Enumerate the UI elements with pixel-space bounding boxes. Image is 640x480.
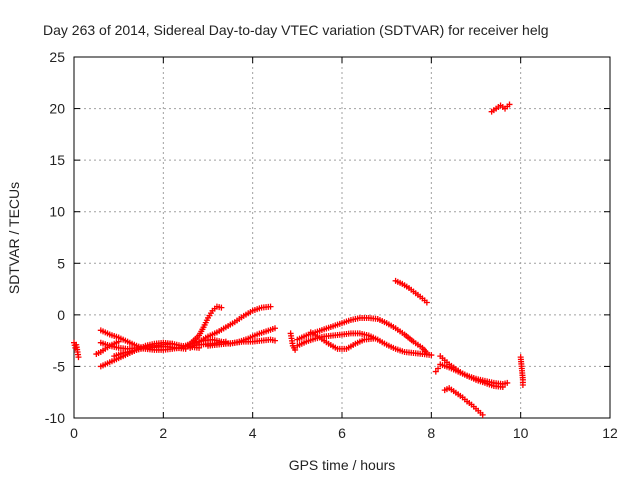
x-tick-label: 0 — [70, 425, 78, 441]
x-tick-label: 4 — [249, 425, 257, 441]
data-point — [519, 381, 526, 388]
x-tick-labels: 0 2 4 6 8 10 12 — [70, 425, 618, 441]
y-axis-label: SDTVAR / TECUs — [6, 182, 22, 294]
x-tick-label: 6 — [338, 425, 346, 441]
series-s20 — [488, 101, 513, 115]
series-s21 — [517, 354, 526, 388]
data-point — [272, 337, 278, 344]
data-point — [506, 101, 513, 108]
y-tick-label: 0 — [57, 307, 65, 323]
series-s18 — [432, 365, 442, 375]
y-tick-label: 10 — [49, 204, 65, 220]
grid — [74, 57, 610, 418]
data-point — [428, 352, 435, 359]
series-s19 — [441, 385, 486, 418]
x-tick-label: 12 — [602, 425, 618, 441]
series-s13 — [294, 330, 435, 359]
y-tick-label: 15 — [49, 152, 65, 168]
x-tick-label: 8 — [427, 425, 435, 441]
series-s9 — [187, 303, 274, 351]
data-point — [435, 365, 442, 372]
data-points — [71, 101, 526, 418]
series-s17 — [437, 361, 506, 391]
x-axis-label: GPS time / hours — [289, 457, 396, 473]
series-s11 — [287, 330, 299, 353]
data-point — [499, 384, 506, 391]
y-tick-label: -10 — [45, 410, 65, 426]
data-point — [504, 379, 511, 386]
y-tick-label: 20 — [49, 101, 65, 117]
chart-title: Day 263 of 2014, Sidereal Day-to-day VTE… — [43, 22, 549, 38]
data-point — [423, 299, 430, 306]
data-point — [370, 335, 377, 342]
data-point — [267, 303, 274, 310]
data-point — [272, 325, 278, 332]
data-point — [292, 346, 299, 353]
series-s6 — [111, 343, 189, 360]
series-s10 — [205, 336, 278, 349]
data-point — [218, 304, 225, 311]
y-tick-label: -5 — [53, 358, 66, 374]
series-s12 — [294, 314, 430, 357]
data-point — [432, 368, 439, 375]
y-tick-label: 5 — [57, 255, 65, 271]
x-tick-label: 10 — [513, 425, 529, 441]
series-s16 — [437, 353, 511, 387]
data-point — [75, 354, 82, 361]
series-s1 — [71, 339, 82, 361]
y-tick-label: 25 — [49, 49, 65, 65]
series-s14 — [307, 329, 377, 352]
data-point — [479, 411, 486, 418]
data-point — [196, 344, 203, 351]
axis-ticks — [73, 56, 611, 419]
y-tick-labels: -10 -5 0 5 10 15 20 25 — [45, 49, 65, 426]
x-tick-label: 2 — [159, 425, 167, 441]
series-s15 — [392, 277, 430, 306]
